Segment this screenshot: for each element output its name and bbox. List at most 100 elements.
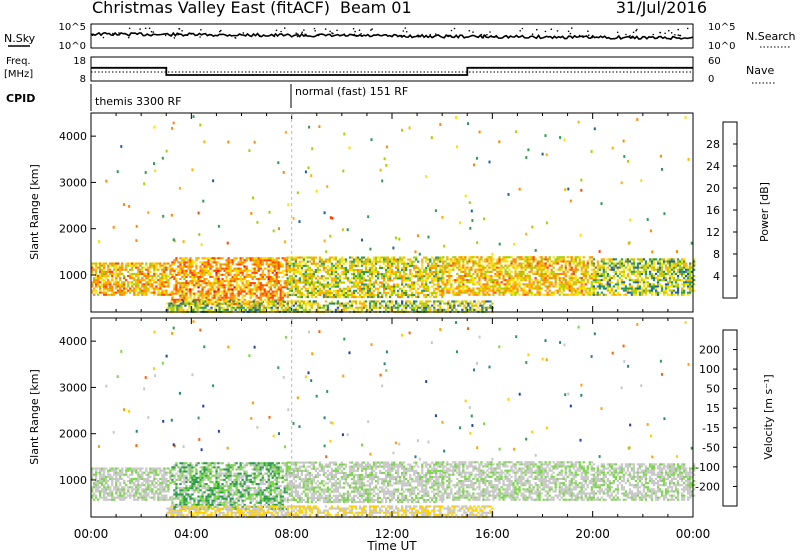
nave-label: Nave: [746, 64, 774, 77]
power-cell: [417, 273, 420, 276]
power-cell: [421, 300, 424, 303]
power-cell: [195, 292, 198, 295]
power-cell: [563, 138, 566, 142]
power-cell: [340, 260, 344, 263]
power-cell: [385, 285, 388, 288]
power-cell: [689, 275, 692, 278]
power-cell: [340, 291, 344, 294]
power-cell: [199, 278, 202, 281]
power-cell: [590, 256, 593, 259]
power-cell: [292, 308, 295, 311]
power-cell: [494, 289, 497, 292]
power-cell: [233, 278, 236, 281]
power-cell: [243, 290, 246, 293]
power-cell: [401, 258, 404, 261]
power-cell: [241, 294, 244, 297]
power-cell: [275, 290, 278, 293]
power-cell: [99, 268, 102, 271]
power-cell: [612, 285, 615, 288]
power-cell: [107, 279, 110, 282]
power-cell: [674, 291, 678, 294]
power-cell: [195, 275, 198, 278]
power-cell: [620, 258, 624, 261]
power-cell: [296, 279, 299, 282]
frequency-panel-frame: [90, 56, 694, 82]
power-cell: [215, 286, 218, 289]
power-cell: [183, 259, 186, 262]
power-cell: [264, 308, 267, 311]
power-cell: [304, 296, 307, 299]
power-cell: [590, 277, 593, 280]
power-cell: [247, 286, 250, 289]
power-cell: [296, 304, 299, 307]
power-cell: [689, 268, 692, 271]
power-cell: [205, 265, 208, 268]
power-cell: [175, 284, 178, 287]
nsearch-point: [635, 29, 637, 32]
power-cell: [572, 260, 575, 263]
power-cell: [590, 281, 593, 284]
power-cell: [257, 280, 260, 283]
power-cell: [421, 289, 424, 292]
power-cell: [259, 273, 262, 276]
power-cell: [318, 269, 322, 272]
power-cell: [664, 289, 668, 292]
power-cell: [393, 273, 396, 276]
power-cell: [240, 306, 243, 309]
power-cell: [215, 265, 218, 268]
power-cell: [123, 203, 125, 206]
power-cell: [405, 277, 408, 280]
power-cell: [129, 287, 132, 290]
power-cell: [310, 283, 313, 286]
power-cell: [229, 269, 232, 272]
power-cell: [362, 285, 366, 288]
power-cell: [273, 290, 276, 293]
power-cell: [334, 289, 338, 292]
power-cell: [548, 272, 551, 275]
nsearch-point: [484, 34, 487, 37]
power-cell: [582, 272, 585, 275]
power-cell: [290, 302, 293, 305]
power-cell: [223, 284, 226, 287]
power-cell: [161, 289, 164, 292]
power-cell: [435, 279, 438, 282]
power-cell: [340, 258, 344, 261]
power-cell: [199, 271, 202, 274]
power-cell: [574, 264, 577, 267]
power-cell: [632, 293, 636, 296]
power-cell: [502, 283, 505, 286]
power-cell: [377, 260, 380, 263]
power-cell: [461, 308, 464, 311]
power-cell: [362, 294, 366, 297]
power-cell: [387, 269, 390, 272]
power-cell: [593, 127, 596, 131]
power-cell: [195, 280, 198, 283]
power-cell: [352, 273, 356, 276]
power-cell: [237, 263, 240, 266]
power-cell: [594, 279, 597, 282]
power-cell: [442, 289, 445, 292]
power-cell: [598, 266, 601, 269]
power-cell: [213, 294, 216, 297]
power-cell: [179, 278, 182, 281]
power-cell: [474, 256, 477, 259]
power-cell: [462, 291, 465, 294]
power-cell: [558, 268, 561, 271]
nsearch-point: [317, 34, 320, 37]
power-cell: [346, 269, 350, 272]
power-cell: [153, 266, 156, 269]
power-cell: [630, 287, 634, 290]
power-cell: [226, 304, 229, 307]
power-cell: [304, 277, 307, 280]
freq-label-line2: [MHz]: [4, 69, 33, 80]
power-cell: [165, 266, 168, 269]
power-cell: [177, 298, 180, 301]
power-cell: [225, 265, 228, 268]
power-cell: [271, 271, 274, 274]
power-cell: [622, 293, 626, 296]
power-cell: [676, 279, 680, 282]
power-cell: [105, 272, 108, 275]
power-cell: [614, 264, 617, 267]
power-cell: [616, 268, 619, 271]
power-cell: [322, 264, 326, 267]
